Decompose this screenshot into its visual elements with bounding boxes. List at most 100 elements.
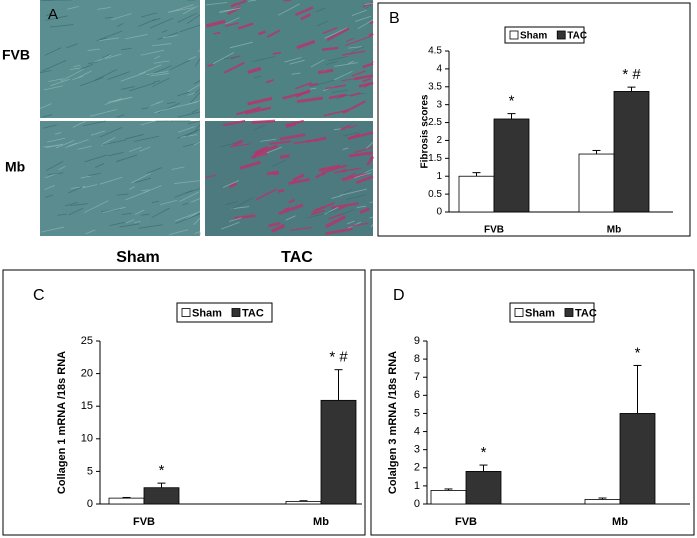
streak bbox=[251, 151, 268, 160]
streak bbox=[358, 81, 374, 88]
streak bbox=[175, 211, 200, 222]
streak bbox=[355, 175, 374, 184]
streak bbox=[238, 0, 249, 5]
streak bbox=[347, 131, 374, 140]
streak bbox=[116, 193, 129, 196]
y-tick-label: 0 bbox=[436, 207, 442, 218]
streak bbox=[71, 186, 86, 189]
streak bbox=[116, 114, 125, 118]
streak bbox=[223, 119, 246, 127]
streak bbox=[364, 2, 374, 5]
streak bbox=[139, 146, 151, 152]
streak bbox=[317, 68, 334, 75]
y-tick-label: 5 bbox=[87, 465, 93, 477]
bar bbox=[613, 91, 650, 213]
streak bbox=[125, 219, 135, 224]
bar bbox=[493, 118, 530, 213]
streak bbox=[102, 137, 116, 145]
streak bbox=[253, 75, 262, 79]
streak bbox=[116, 154, 138, 162]
streak bbox=[288, 178, 310, 185]
streak bbox=[129, 82, 155, 92]
streak bbox=[97, 6, 111, 10]
streak bbox=[326, 60, 338, 65]
streak bbox=[268, 222, 281, 228]
streak bbox=[169, 229, 189, 236]
streak bbox=[210, 52, 235, 66]
streak bbox=[121, 47, 132, 51]
streak bbox=[315, 7, 326, 13]
streak bbox=[149, 17, 174, 29]
streak bbox=[187, 120, 201, 125]
streak bbox=[288, 198, 295, 204]
streak bbox=[70, 203, 88, 206]
streak bbox=[291, 72, 301, 75]
streak bbox=[84, 200, 109, 213]
streak bbox=[161, 29, 168, 33]
row-label: FVB bbox=[2, 47, 30, 63]
streak bbox=[229, 143, 251, 148]
streak bbox=[230, 0, 247, 8]
histology-image bbox=[205, 0, 373, 118]
streak bbox=[140, 49, 165, 56]
streak bbox=[193, 217, 201, 226]
y-tick-label: 0 bbox=[414, 498, 420, 510]
streak bbox=[40, 226, 64, 233]
streak bbox=[121, 212, 132, 215]
legend-swatch bbox=[556, 30, 566, 40]
streak bbox=[125, 34, 148, 40]
streak bbox=[191, 109, 199, 114]
panel-label: C bbox=[33, 287, 45, 304]
streak bbox=[223, 55, 240, 60]
streak bbox=[85, 229, 96, 235]
y-tick-label: 25 bbox=[81, 335, 93, 347]
streak bbox=[255, 188, 277, 201]
streak bbox=[206, 2, 228, 6]
streak bbox=[69, 67, 82, 70]
streak bbox=[345, 176, 355, 181]
streak bbox=[348, 60, 354, 64]
legend-swatch bbox=[509, 30, 519, 40]
panel-frame bbox=[2, 269, 366, 536]
streak bbox=[365, 141, 374, 150]
streak bbox=[66, 43, 79, 49]
streak bbox=[44, 184, 56, 190]
streak bbox=[277, 188, 285, 193]
bar bbox=[143, 487, 180, 505]
streak bbox=[253, 144, 279, 157]
y-tick-label: 1 bbox=[414, 480, 420, 492]
streak bbox=[193, 141, 201, 146]
streak bbox=[354, 146, 374, 154]
streak bbox=[269, 140, 291, 145]
streak bbox=[54, 132, 62, 135]
y-axis-label: Collagen 1 mRNA /18s RNA bbox=[56, 351, 68, 494]
streak bbox=[368, 32, 374, 38]
streak bbox=[231, 206, 250, 210]
streak bbox=[331, 89, 349, 93]
y-tick-label: 4.5 bbox=[428, 46, 442, 57]
streak bbox=[175, 213, 200, 224]
streak bbox=[348, 151, 374, 158]
streak bbox=[231, 197, 254, 210]
streak bbox=[131, 172, 151, 184]
streak bbox=[73, 64, 81, 67]
streak bbox=[88, 172, 101, 176]
streak bbox=[45, 12, 54, 17]
streak bbox=[134, 220, 141, 223]
streak bbox=[323, 109, 348, 117]
legend-label: TAC bbox=[575, 307, 597, 319]
streak bbox=[93, 54, 112, 64]
streak bbox=[182, 202, 189, 206]
streak bbox=[222, 180, 240, 188]
y-tick-label: 0.5 bbox=[428, 189, 442, 200]
streak bbox=[213, 31, 221, 35]
streak bbox=[342, 100, 366, 115]
streak bbox=[321, 46, 339, 51]
streak bbox=[177, 111, 201, 118]
streak bbox=[178, 126, 196, 133]
streak bbox=[346, 220, 355, 225]
streak bbox=[101, 54, 110, 59]
streak bbox=[102, 139, 127, 145]
streak bbox=[365, 3, 374, 9]
streak bbox=[99, 126, 123, 138]
